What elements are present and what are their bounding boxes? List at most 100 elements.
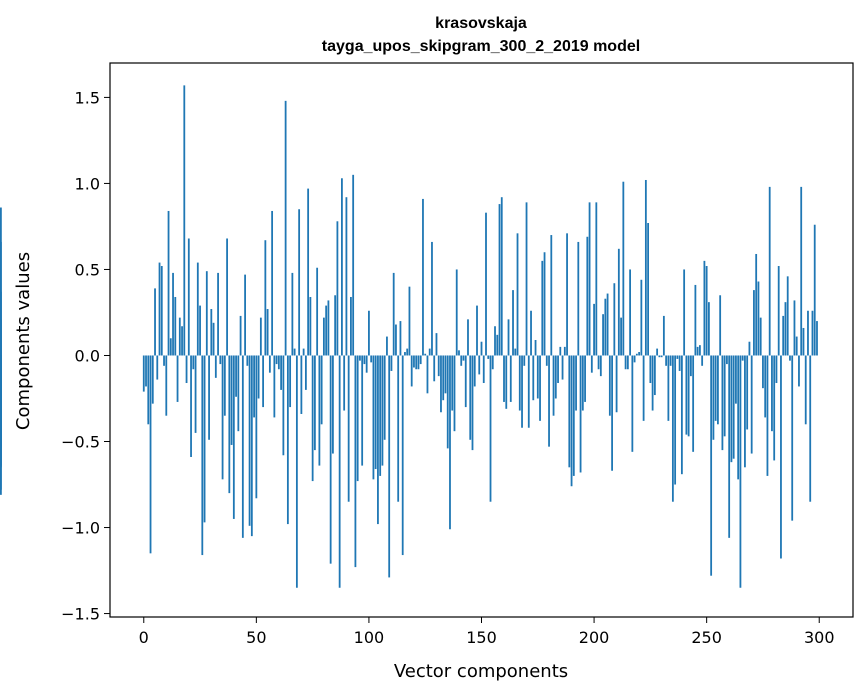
bar (726, 355, 728, 365)
bar (764, 355, 767, 418)
bar (199, 305, 201, 356)
bar (167, 210, 170, 356)
x-axis-label: Vector components (394, 661, 568, 682)
bar (354, 355, 357, 568)
bar (476, 305, 478, 356)
bar (516, 233, 519, 356)
bar (491, 355, 494, 370)
bar (759, 317, 762, 356)
x-tick-label: 0 (139, 628, 149, 647)
bar (552, 355, 555, 416)
bar (633, 355, 636, 363)
bar (417, 355, 420, 370)
bar (223, 355, 226, 416)
x-tick-label: 150 (466, 628, 497, 647)
bar (773, 355, 776, 461)
bar (676, 355, 679, 359)
bar (449, 355, 451, 530)
bar (203, 355, 206, 523)
bar (196, 262, 199, 356)
bar (732, 355, 735, 459)
bar (685, 355, 688, 435)
bar (309, 296, 312, 356)
chart-subtitle: tayga_upos_skipgram_300_2_2019 model (322, 38, 640, 55)
bar (622, 181, 625, 356)
bar (262, 355, 264, 408)
bar (602, 314, 604, 356)
bar (437, 355, 440, 377)
bar (606, 293, 609, 356)
bar (586, 236, 589, 356)
bar (541, 260, 544, 356)
bar (762, 355, 764, 389)
bar (480, 341, 483, 356)
bar (343, 355, 346, 411)
bar (572, 355, 575, 476)
bar (374, 355, 377, 470)
bar (478, 355, 481, 375)
bar (368, 310, 370, 356)
bar (757, 281, 760, 356)
bar (577, 241, 580, 356)
bar (563, 346, 566, 356)
bar (145, 355, 147, 387)
bar (286, 355, 289, 525)
bar (708, 302, 710, 356)
bar (701, 355, 704, 366)
bar (156, 355, 159, 380)
bar (176, 355, 179, 402)
bar (653, 355, 656, 396)
bar (169, 338, 172, 356)
bar (435, 333, 438, 356)
bar (316, 267, 319, 356)
bar (284, 100, 287, 356)
bar (158, 262, 161, 356)
bar (705, 266, 708, 356)
bar (721, 355, 724, 451)
bar (791, 355, 794, 521)
bar (647, 223, 650, 356)
bar (498, 204, 501, 356)
bar (289, 355, 292, 408)
bar (786, 276, 789, 356)
bar (313, 355, 316, 451)
bar (404, 352, 406, 356)
x-tick-label: 50 (246, 628, 266, 647)
bar (244, 274, 246, 356)
bar (280, 355, 283, 390)
bar (302, 348, 305, 356)
bar (291, 272, 294, 356)
bar (257, 355, 260, 399)
bar (163, 355, 165, 366)
bar (149, 355, 152, 554)
bar (523, 355, 526, 366)
bar (680, 355, 683, 475)
bar (318, 355, 321, 466)
bar (147, 355, 150, 425)
bar (768, 186, 771, 356)
bar (667, 355, 670, 421)
bar (214, 355, 217, 378)
bar (631, 355, 634, 452)
bar (550, 235, 553, 356)
bar (142, 355, 145, 392)
bar (561, 355, 564, 380)
bar (717, 355, 719, 425)
bar (336, 221, 339, 356)
y-tick-label: 1.0 (75, 174, 100, 193)
bar (266, 309, 269, 356)
bar (363, 355, 366, 365)
bar (579, 355, 582, 473)
bar (455, 269, 458, 356)
bar (212, 322, 215, 356)
bar (246, 355, 249, 366)
bar (611, 355, 613, 471)
bar (617, 248, 620, 356)
y-tick-label: −1.0 (61, 519, 100, 538)
bar (307, 188, 310, 356)
bar (798, 355, 800, 387)
bar (566, 233, 568, 356)
x-tick-label: 200 (579, 628, 610, 647)
bar (440, 355, 442, 413)
bar (512, 290, 514, 356)
